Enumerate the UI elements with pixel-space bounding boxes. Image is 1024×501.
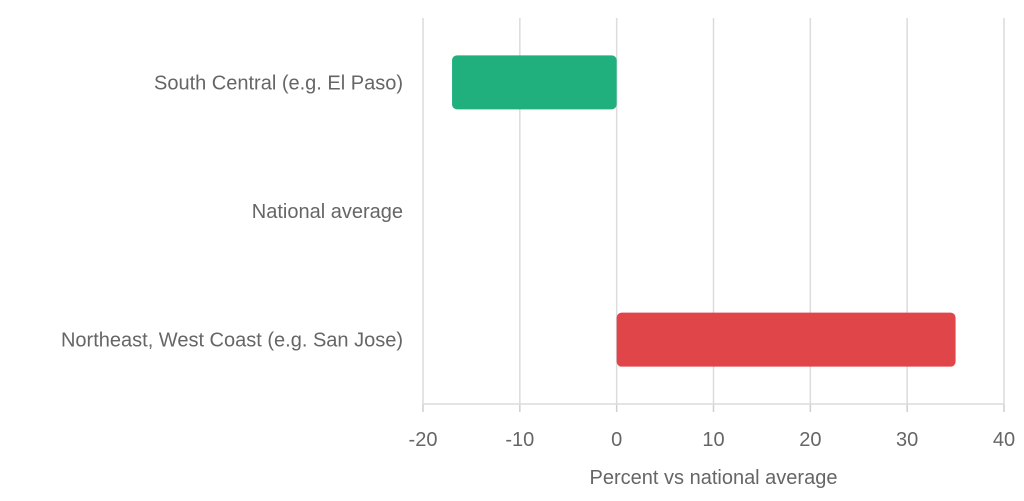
category-label: Northeast, West Coast (e.g. San Jose) <box>61 330 403 352</box>
x-tick-label: 20 <box>799 429 821 451</box>
x-tick-label: 40 <box>993 429 1015 451</box>
category-labels: South Central (e.g. El Paso) National ave… <box>61 72 403 351</box>
x-tick-label: -20 <box>409 429 438 451</box>
bars <box>452 55 956 367</box>
x-axis-title: Percent vs national average <box>590 467 838 489</box>
bar <box>616 312 956 367</box>
x-tick-label: 0 <box>611 429 622 451</box>
x-tick-label: 30 <box>896 429 918 451</box>
x-tick-label: -10 <box>505 429 534 451</box>
category-label: South Central (e.g. El Paso) <box>154 72 403 94</box>
x-tick-label: 10 <box>702 429 724 451</box>
bar <box>452 55 617 110</box>
category-label: National average <box>252 201 403 223</box>
x-axis: -20 -10 0 10 20 30 40 <box>409 403 1015 451</box>
